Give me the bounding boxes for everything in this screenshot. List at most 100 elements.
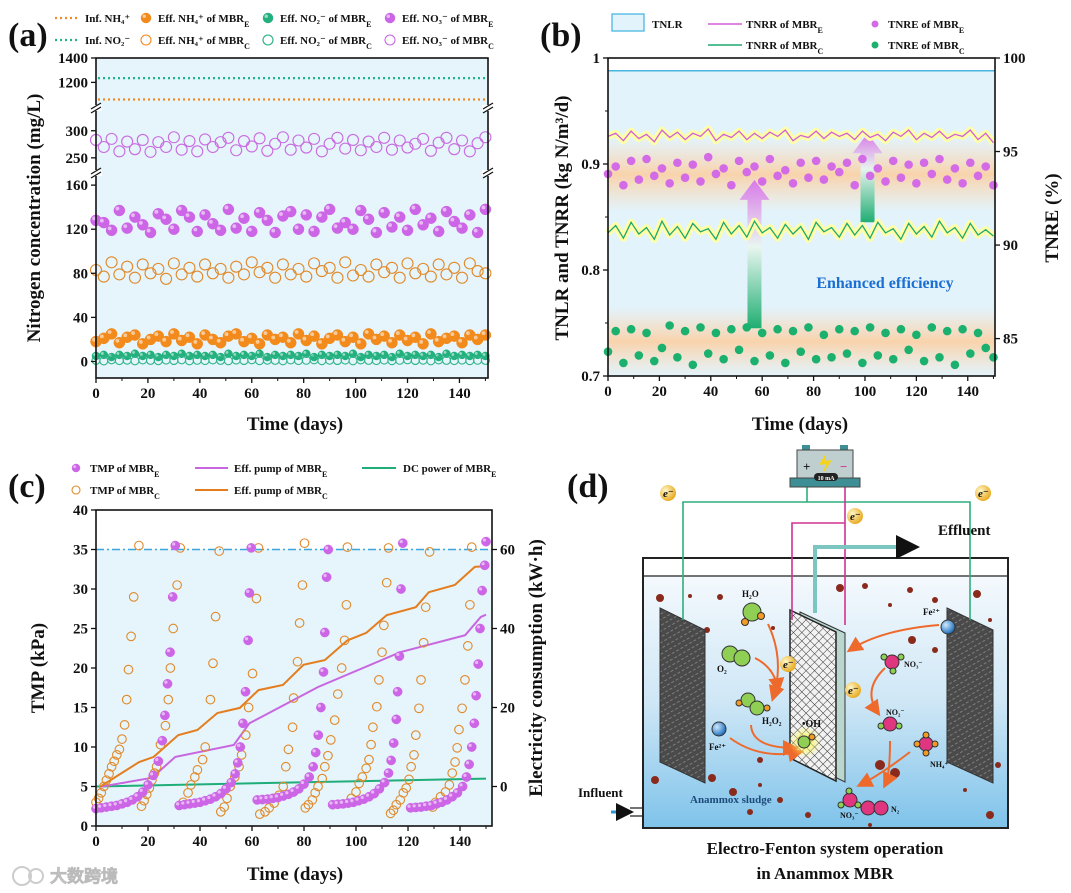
axis-break-mark	[482, 106, 494, 114]
data-point-tmp-c	[111, 750, 122, 760]
no3-label-bottom: NO₃⁻	[840, 811, 859, 820]
data-point-eff-no3-of-mbr-c	[97, 140, 110, 154]
data-point-eff-no3-of-mbr-e-highlight	[465, 211, 470, 215]
no3-molecule-bottom	[837, 787, 862, 809]
data-point-eff-nh4-of-mbr-c	[198, 258, 212, 271]
data-point-tnre-c	[896, 324, 906, 334]
data-point-eff-no3-of-mbr-c	[440, 131, 453, 144]
y-right-axis-label: TNRE (%)	[1042, 173, 1063, 262]
data-point-eff-no2-of-mbr-e-highlight	[404, 353, 408, 356]
data-point-tmp-c	[418, 637, 429, 648]
data-point-eff-no3-of-mbr-c	[424, 144, 437, 157]
y-tick-label: 1	[593, 51, 601, 67]
data-point-eff-nh4-of-mbr-e-highlight	[138, 339, 143, 344]
data-point-eff-no2-of-mbr-e-highlight	[194, 352, 198, 355]
data-point-eff-no3-of-mbr-c	[167, 131, 180, 144]
data-point-tmp-c	[378, 620, 389, 631]
data-point-tnre-c	[989, 352, 998, 362]
data-point-tmp-e-highlight	[172, 542, 176, 546]
data-point-eff-nh4-of-mbr-c	[440, 268, 453, 281]
data-point-tmp-c	[313, 781, 323, 792]
data-point-tmp-e-highlight	[175, 802, 180, 806]
data-point-tmp-e-highlight	[323, 573, 327, 578]
data-point-eff-nh4-of-mbr-c	[128, 271, 141, 284]
diagram-title-line2: in Anammox MBR	[757, 864, 895, 883]
data-point-tnre-c	[626, 324, 636, 334]
data-point-eff-no2-of-mbr-e-highlight	[295, 353, 299, 356]
data-point-eff-no3-of-mbr-e-highlight	[247, 227, 252, 232]
data-point-tmp-e	[388, 738, 399, 748]
data-point-tmp-e-highlight	[465, 761, 470, 765]
data-point-tmp-e-highlight	[315, 731, 319, 736]
legend-label-main: Inf. NO₂⁻	[85, 35, 130, 47]
legend-marker	[262, 34, 274, 46]
data-point-tmp-e	[240, 686, 251, 697]
data-point-tmp-c	[254, 809, 265, 820]
data-point-tnre-e	[626, 156, 636, 166]
data-point-tnre-c	[711, 328, 721, 338]
data-point-tmp-e-highlight	[399, 539, 403, 544]
y-right-axis-label: Electricity consumption (kW·h)	[526, 539, 547, 797]
data-point-tmp-c	[444, 780, 455, 790]
data-point-eff-nh4-of-mbr-c	[393, 271, 406, 284]
data-point-eff-no2-of-mbr-e-highlight	[163, 352, 167, 355]
data-point-tmp-c	[409, 750, 419, 760]
data-point-tmp-e-highlight	[476, 625, 481, 629]
data-point-tnre-c	[950, 360, 960, 370]
data-point-tmp-c	[450, 757, 460, 767]
data-point-eff-no2-of-mbr-e-highlight	[287, 352, 291, 355]
data-point-eff-no3-of-mbr-e-highlight	[123, 224, 128, 229]
data-point-tmp-e-highlight	[468, 743, 472, 747]
data-point-tmp-e-highlight	[471, 720, 475, 724]
data-point-eff-nh4-of-mbr-e-highlight	[318, 339, 322, 344]
y-tick-label: 160	[66, 178, 89, 194]
data-point-tnre-c	[888, 354, 898, 364]
fe2-ion-right	[940, 619, 956, 635]
data-point-eff-nh4-of-mbr-e-highlight	[302, 336, 307, 341]
data-point-eff-no2-of-mbr-e-highlight	[139, 353, 143, 356]
legend-label: Eff. pump of MBRE	[234, 463, 327, 479]
data-point-eff-no2-of-mbr-e-highlight	[124, 353, 128, 356]
data-point-tnre-c	[796, 347, 806, 356]
data-point-eff-no3-of-mbr-e	[222, 203, 235, 216]
data-point-tnre-e	[919, 158, 929, 168]
data-point-eff-nh4-of-mbr-e-highlight	[208, 335, 213, 340]
data-point-tmp-e	[238, 718, 248, 729]
data-point-tnre-e	[788, 179, 798, 188]
data-point-tmp-e-highlight	[417, 803, 422, 808]
data-point-tmp-c	[128, 592, 139, 602]
data-point-eff-nh4-of-mbr-c	[97, 270, 110, 283]
x-tick-label: 40	[192, 386, 207, 402]
legend-marker	[140, 34, 152, 46]
data-point-eff-no3-of-mbr-c	[471, 137, 484, 150]
x-tick-label: 100	[345, 834, 368, 850]
data-point-tmp-c	[465, 599, 475, 610]
data-point-tnre-c	[781, 358, 790, 368]
data-point-tmp-e-highlight	[274, 794, 279, 798]
data-point-eff-nh4-of-mbr-e-highlight	[216, 338, 221, 343]
data-point-tmp-e-highlight	[290, 788, 294, 793]
data-point-eff-nh4-of-mbr-e-highlight	[481, 331, 486, 336]
data-point-eff-no3-of-mbr-e	[230, 222, 242, 234]
legend-label: TNRE of MBRC	[888, 40, 965, 56]
data-point-eff-no3-of-mbr-c	[276, 131, 289, 144]
data-point-tmp-e-highlight	[321, 629, 325, 633]
data-point-eff-nh4-of-mbr-c	[339, 256, 352, 269]
data-point-tmp-e-highlight	[181, 801, 185, 805]
data-point-tmp-e	[394, 651, 405, 662]
y-tick-label: 15	[73, 701, 88, 717]
data-point-eff-no2-of-mbr-e-highlight	[467, 353, 470, 356]
data-point-tnre-e	[750, 162, 759, 171]
data-point-tmp-e-highlight	[300, 780, 305, 785]
data-point-tmp-e-highlight	[463, 773, 467, 778]
data-point-eff-nh4-of-mbr-e-highlight	[434, 337, 439, 342]
axis-break-mark	[90, 102, 102, 110]
data-point-eff-no3-of-mbr-c	[315, 145, 328, 158]
data-point-eff-no3-of-mbr-e-highlight	[395, 213, 400, 218]
data-point-tmp-c	[297, 580, 308, 590]
data-point-tmp-c	[247, 668, 258, 679]
data-point-tmp-c	[192, 765, 203, 775]
data-point-tmp-c	[278, 781, 289, 792]
data-point-eff-no3-of-mbr-c	[385, 143, 398, 156]
data-point-tnre-c	[912, 330, 921, 340]
